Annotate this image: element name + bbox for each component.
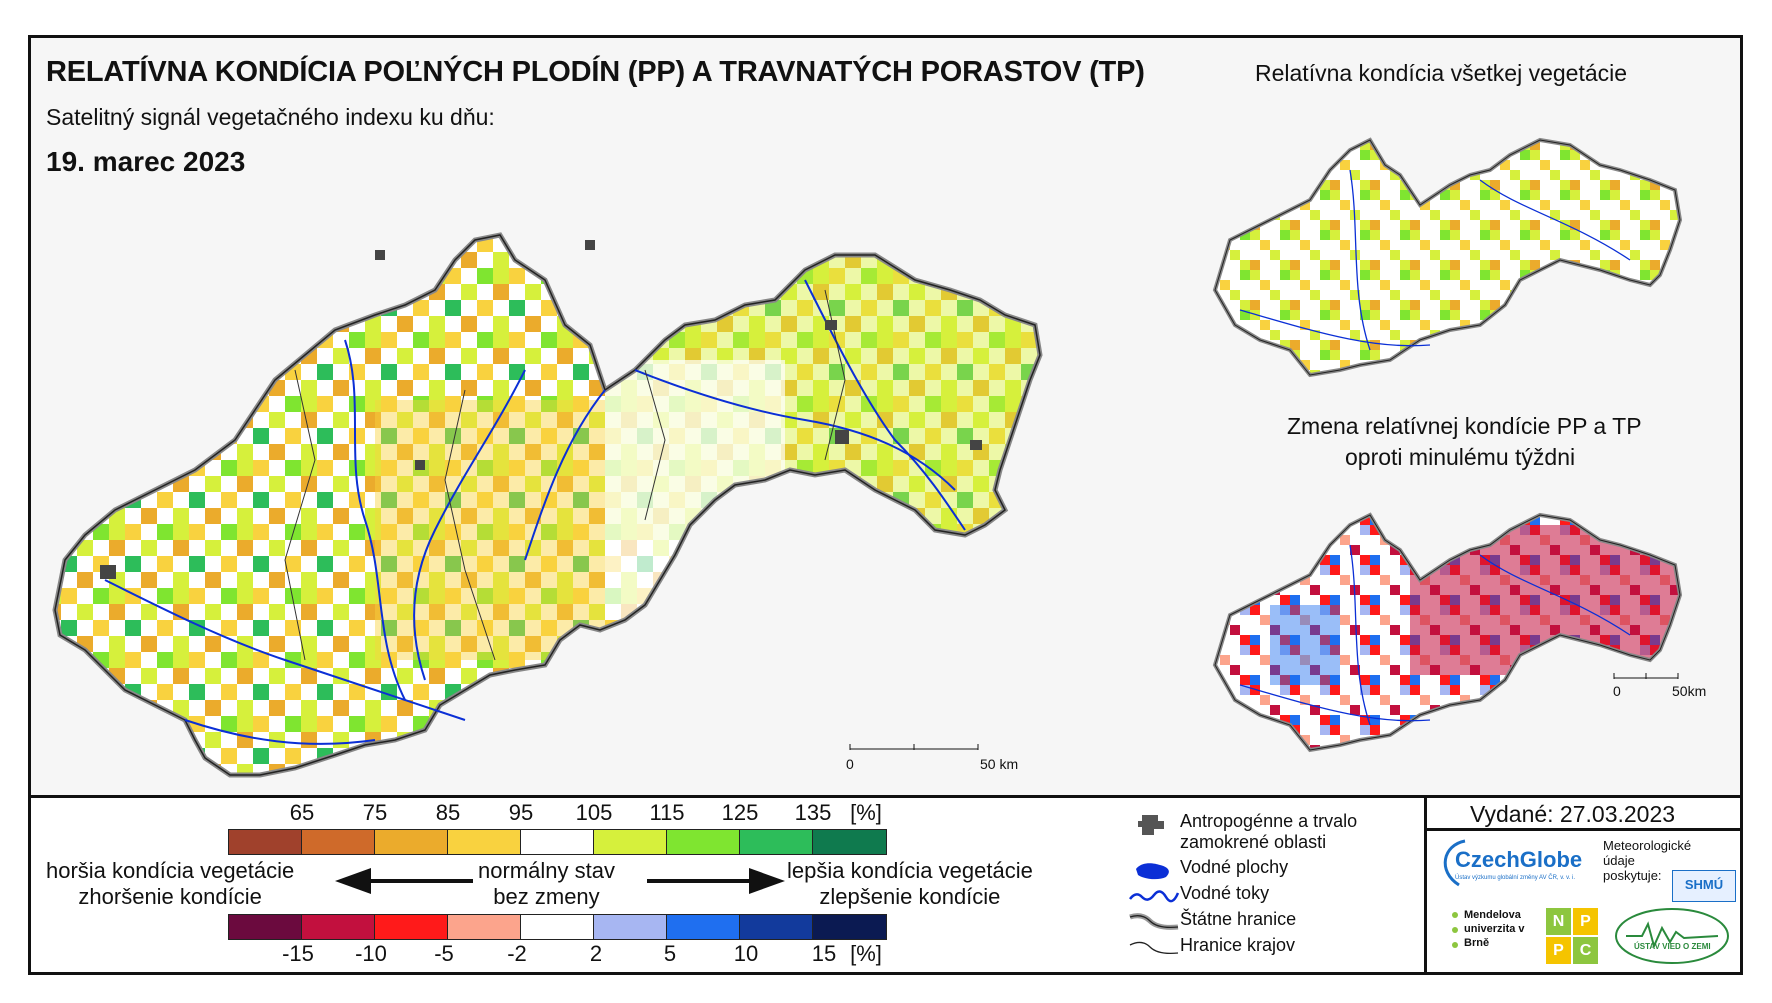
mendel-dots-icon — [1452, 912, 1458, 948]
change-swatch — [375, 915, 448, 939]
urban-area-icon — [1138, 815, 1164, 835]
normal-label: normálny stav bez zmeny — [478, 858, 615, 909]
change-tick: -10 — [355, 941, 387, 966]
change-color-scale — [228, 914, 887, 940]
change-swatch — [448, 915, 521, 939]
condition-swatch — [594, 830, 667, 854]
inset-change-map — [1213, 513, 1682, 752]
condition-swatch — [521, 830, 594, 854]
legend-region-border: Hranice krajov — [1128, 935, 1295, 961]
condition-tick: 135 — [794, 800, 832, 825]
shmu-logo: SHMÚ — [1672, 870, 1736, 902]
legend-state-border: Štátne hranice — [1128, 909, 1296, 935]
change-scale-ticks: -15 -10 -5 -2 2 5 10 15 [%] — [0, 941, 1000, 969]
condition-tick: 115 — [649, 800, 685, 825]
legend-river: Vodné toky — [1128, 883, 1269, 909]
inset-all-vegetation-map — [1213, 138, 1682, 377]
uvz-emblem-icon — [1615, 908, 1729, 964]
condition-swatch — [375, 830, 448, 854]
condition-swatch — [302, 830, 375, 854]
change-swatch — [229, 915, 302, 939]
arrow-right-icon — [647, 868, 785, 894]
change-tick: -15 — [282, 941, 314, 966]
arrow-left-icon — [335, 868, 473, 894]
nppc-logo: N P P C — [1546, 908, 1598, 964]
change-tick: 15 — [811, 941, 837, 966]
change-tick: 5 — [663, 941, 677, 966]
main-scale-bar — [849, 744, 979, 750]
page-title: RELATÍVNA KONDÍCIA POĽNÝCH PLODÍN (PP) A… — [46, 56, 1145, 88]
change-tick: 10 — [733, 941, 759, 966]
change-unit: [%] — [850, 941, 882, 966]
condition-tick: 75 — [362, 800, 388, 825]
condition-tick: 95 — [508, 800, 534, 825]
czechglobe-logo: CzechGlobe Ústav výzkumu globální změny … — [1435, 835, 1600, 891]
change-tick: -2 — [507, 941, 527, 966]
legend-water: Vodné plochy — [1128, 857, 1288, 883]
page-subtitle: Satelitný signál vegetačného indexu ku d… — [46, 104, 495, 130]
issued-date: Vydané: 27.03.2023 — [1470, 801, 1676, 827]
change-swatch — [521, 915, 594, 939]
inset-change-title-2: oproti minulému týždni — [1345, 444, 1576, 470]
change-tick: 2 — [589, 941, 603, 966]
legend-urban: Antropogénne a trvalo zamokrené oblasti — [1128, 811, 1388, 853]
change-tick: -5 — [434, 941, 454, 966]
urban-bratislava — [100, 565, 116, 579]
condition-scale-ticks: 65 75 85 95 105 115 125 135 [%] — [0, 800, 1000, 828]
region-border-icon — [1129, 941, 1179, 955]
condition-swatch — [448, 830, 521, 854]
uvz-logo: ÚSTAV VIED O ZEMI — [1612, 906, 1732, 966]
condition-tick: 125 — [721, 800, 759, 825]
water-body-icon — [1136, 863, 1169, 880]
inset-scale-start: 0 — [1613, 683, 1621, 699]
river-icon — [1129, 890, 1180, 903]
worse-label: horšia kondícia vegetácie zhoršenie kond… — [46, 858, 295, 909]
condition-swatch — [229, 830, 302, 854]
change-swatch — [302, 915, 375, 939]
main-scale-end: 50 km — [980, 756, 1019, 772]
main-condition-map — [45, 140, 1185, 780]
inset-change-title-1: Zmena relatívnej kondície PP a TP — [1287, 413, 1642, 439]
condition-swatch — [667, 830, 740, 854]
legend-divider — [1424, 795, 1427, 975]
inset-all-title: Relatívna kondícia všetkej vegetácie — [1255, 60, 1628, 86]
condition-tick: 65 — [289, 800, 315, 825]
czechglobe-swoosh-icon — [1443, 839, 1466, 887]
change-swatch — [813, 915, 886, 939]
inset-scale-bar — [1613, 673, 1679, 679]
change-swatch — [594, 915, 667, 939]
condition-tick: 105 — [575, 800, 613, 825]
change-swatch — [740, 915, 813, 939]
condition-swatch — [813, 830, 886, 854]
condition-tick: 85 — [435, 800, 461, 825]
condition-swatch — [740, 830, 813, 854]
condition-color-scale — [228, 829, 887, 855]
shmu-label: Meteorologické údaje poskytuje: — [1603, 838, 1692, 883]
data-date: 19. marec 2023 — [46, 146, 246, 177]
better-label: lepšia kondícia vegetácie zlepšenie kond… — [787, 858, 1033, 909]
inset-scale-end: 50km — [1672, 683, 1707, 699]
main-scale-start: 0 — [846, 756, 854, 772]
change-swatch — [667, 915, 740, 939]
condition-unit: [%] — [850, 800, 882, 825]
state-border-icon — [1129, 913, 1179, 930]
issued-divider — [1424, 828, 1743, 831]
